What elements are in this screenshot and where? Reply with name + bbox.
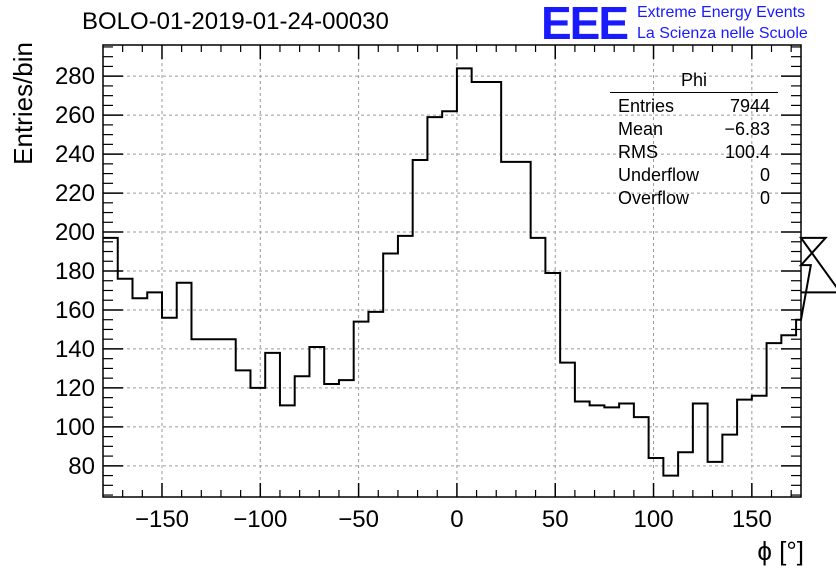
y-tick-label: 100 (55, 414, 95, 441)
stats-value: 7944 (729, 96, 770, 116)
y-tick-label: 140 (55, 336, 95, 363)
stats-label: RMS (618, 142, 658, 162)
y-tick-label: 160 (55, 297, 95, 324)
y-tick-labels: 80 100 120 140 160 180 200 220 240 260 280 (55, 63, 95, 480)
y-tick-label: 220 (55, 180, 95, 207)
axis-ticks (103, 45, 801, 497)
x-tick-label: 0 (450, 506, 463, 533)
stats-value: 0 (759, 165, 770, 185)
stats-box: Phi Entries 7944 Mean −6.83 RMS 100.4 Un… (610, 70, 778, 210)
histogram-line (103, 67, 836, 477)
x-tick-label: −100 (233, 506, 287, 533)
stats-value: 100.4 (724, 142, 770, 162)
stats-row-overflow: Overflow 0 (610, 187, 778, 210)
x-tick-label: 50 (542, 506, 569, 533)
stats-label: Overflow (618, 188, 690, 208)
x-tick-label: −150 (135, 506, 189, 533)
grid-lines (103, 45, 801, 497)
stats-box-title: Phi (610, 70, 778, 93)
eee-logo: EEE (541, 0, 629, 49)
stats-row-underflow: Underflow 0 (610, 164, 778, 187)
x-tick-label: 100 (634, 506, 674, 533)
y-tick-label: 180 (55, 258, 95, 285)
y-tick-label: 280 (55, 63, 95, 90)
stats-value: −6.83 (724, 119, 770, 139)
stats-label: Mean (618, 119, 664, 139)
chart-title: BOLO-01-2019-01-24-00030 (82, 8, 389, 35)
stats-label: Entries (618, 96, 675, 116)
stats-value: 0 (759, 188, 770, 208)
x-tick-labels: −150 −100 −50 0 50 100 150 (135, 506, 772, 533)
stats-row-entries: Entries 7944 (610, 95, 778, 118)
logo-line-2: La Scienza nelle Scuole (637, 25, 808, 42)
y-tick-label: 200 (55, 219, 95, 246)
stats-row-mean: Mean −6.83 (610, 118, 778, 141)
stats-label: Underflow (618, 165, 700, 185)
logo-line-1: Extreme Energy Events (637, 4, 806, 21)
stats-row-rms: RMS 100.4 (610, 141, 778, 164)
x-axis-label: ϕ [°] (757, 536, 804, 566)
y-tick-label: 80 (68, 453, 95, 480)
y-axis-label: Entries/bin (8, 42, 38, 165)
y-tick-label: 240 (55, 141, 95, 168)
y-tick-label: 260 (55, 102, 95, 129)
x-tick-label: −50 (338, 506, 379, 533)
y-tick-label: 120 (55, 375, 95, 402)
x-tick-label: 150 (732, 506, 772, 533)
